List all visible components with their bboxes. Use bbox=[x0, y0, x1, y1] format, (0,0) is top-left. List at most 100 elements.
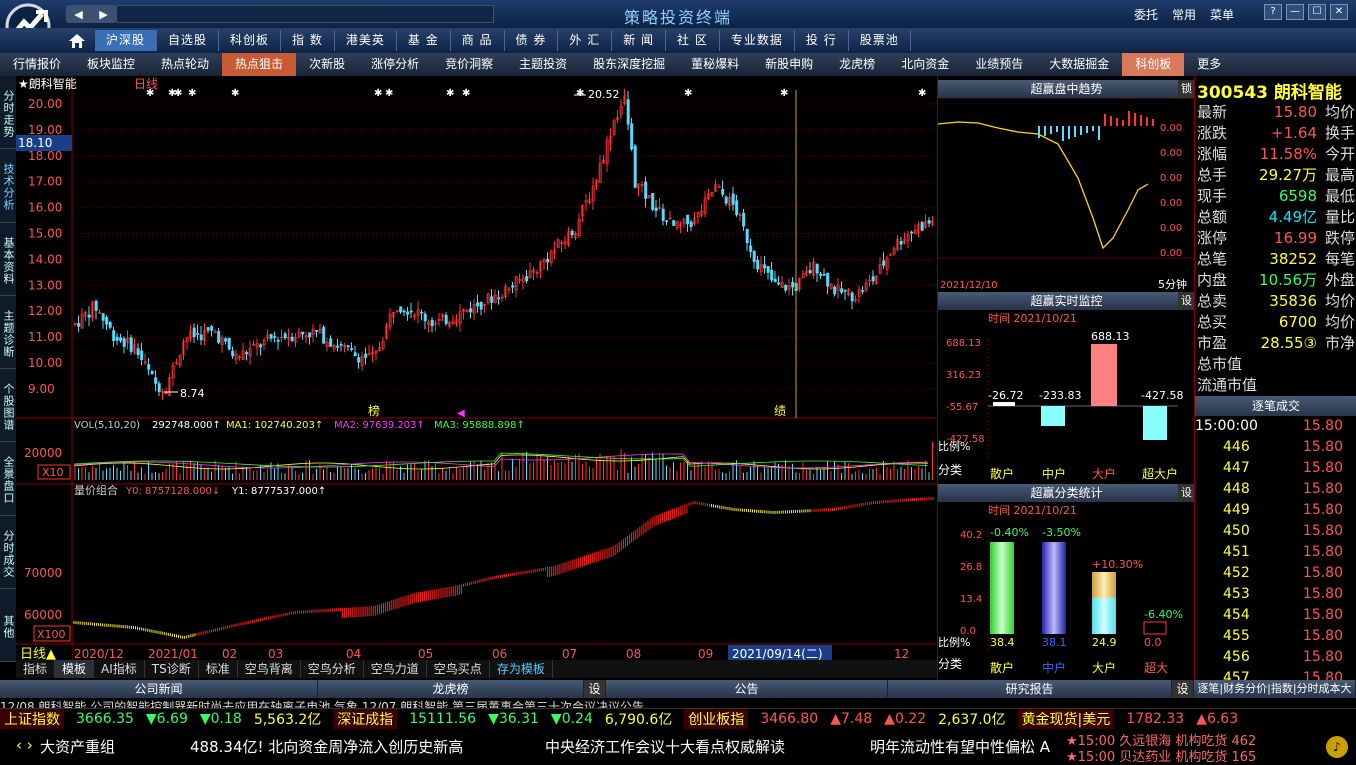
event-star-icon[interactable]: ✱ bbox=[385, 88, 393, 99]
news-tab-longhu[interactable]: 龙虎榜 bbox=[318, 680, 584, 698]
subnav-hangqing[interactable]: 行情报价 bbox=[13, 57, 62, 71]
nav-kechuang[interactable]: 科创板 bbox=[219, 30, 282, 51]
subnav-yeji[interactable]: 业绩预告 bbox=[975, 57, 1024, 71]
subnav-lundong[interactable]: 热点轮动 bbox=[161, 57, 210, 71]
news-setting-1[interactable]: 设 bbox=[584, 680, 606, 698]
btab-lidao[interactable]: 空鸟力道 bbox=[364, 660, 427, 678]
back-icon[interactable]: ◀ bbox=[74, 7, 83, 21]
period-footer[interactable]: 日线▲ bbox=[20, 647, 56, 662]
btab-biaozhun[interactable]: 标准 bbox=[199, 660, 238, 678]
tab-jiben[interactable]: 基本资料 bbox=[0, 223, 16, 296]
index-1-name[interactable]: 深证成指 bbox=[333, 709, 398, 729]
subnav-dashuju[interactable]: 大数据掘金 bbox=[1049, 57, 1110, 71]
event-star-icon[interactable]: ✱ bbox=[780, 88, 788, 99]
news-tab-announce[interactable]: 公告 bbox=[606, 680, 888, 698]
nav-shangpin[interactable]: 商 品 bbox=[451, 30, 505, 51]
forward-icon[interactable]: ▶ bbox=[99, 7, 108, 21]
nav-waihui[interactable]: 外 汇 bbox=[558, 30, 613, 51]
news-tab-research[interactable]: 研究报告 bbox=[888, 680, 1172, 698]
stats-setting-button[interactable]: 设 bbox=[1178, 484, 1195, 502]
ticker-alert-2[interactable]: ★15:00 贝达药业 机构吃货 165 bbox=[1066, 750, 1257, 765]
nav-xinwen[interactable]: 新 闻 bbox=[612, 30, 667, 51]
menu-main[interactable]: 菜单 bbox=[1209, 8, 1234, 22]
subnav-xingu[interactable]: 新股申购 bbox=[765, 57, 814, 71]
help-button[interactable]: ? bbox=[1264, 4, 1282, 20]
tab-qita[interactable]: 其他 bbox=[0, 589, 16, 662]
nav-shequ[interactable]: 社 区 bbox=[666, 30, 720, 51]
nav-zhishu[interactable]: 指 数 bbox=[281, 30, 335, 51]
subnav-kechuangban[interactable]: 科创板 bbox=[1122, 53, 1185, 76]
event-star-icon[interactable]: ✱ bbox=[684, 88, 692, 99]
ticker-text-1[interactable]: 大资产重组 bbox=[40, 738, 116, 756]
nav-zixuan[interactable]: 自选股 bbox=[157, 30, 220, 51]
index-0-name[interactable]: 上证指数 bbox=[0, 709, 64, 729]
tab-tupu[interactable]: 个股图谱 bbox=[0, 369, 16, 443]
nav-zhaiquan[interactable]: 债 券 bbox=[505, 30, 559, 51]
tab-zhenduan[interactable]: 主题诊断 bbox=[0, 296, 16, 369]
kline-chart[interactable]: 20.00 19.00 18.00 17.00 16.00 15.00 14.00 13.00… bbox=[16, 76, 937, 662]
alert-bell-icon[interactable]: ♪ bbox=[1326, 736, 1348, 758]
event-star-icon[interactable]: ✱ bbox=[374, 88, 382, 99]
nav-gangmei[interactable]: 港美英 bbox=[335, 30, 397, 51]
subnav-jingjia[interactable]: 竞价洞察 bbox=[445, 57, 494, 71]
menu-trade[interactable]: 委托 bbox=[1133, 8, 1158, 22]
ticker-text-3[interactable]: 中央经济工作会议十大看点权威解读 bbox=[545, 738, 786, 756]
event-star-icon[interactable]: ✱ bbox=[576, 88, 584, 99]
ticker-alert-1[interactable]: ★15:00 久远银海 机构吃货 462 bbox=[1066, 734, 1257, 749]
subnav-beixiang[interactable]: 北向资金 bbox=[901, 57, 950, 71]
ticker-arrows-icon[interactable]: ‹ › bbox=[16, 736, 33, 754]
btab-save-template[interactable]: 存为模板 bbox=[490, 660, 553, 678]
btab-fenxi[interactable]: 空鸟分析 bbox=[301, 660, 364, 678]
btab-beili[interactable]: 空鸟背离 bbox=[238, 660, 301, 678]
event-star-icon[interactable]: ✱ bbox=[231, 88, 239, 99]
subnav-longhu[interactable]: 龙虎榜 bbox=[839, 57, 876, 71]
tick-header[interactable]: 逐笔成交 bbox=[1195, 396, 1356, 416]
news-tab-misc[interactable]: 逐笔|财务分价|指数|分时成本大 bbox=[1194, 680, 1356, 698]
event-star-icon[interactable]: ✱ bbox=[188, 88, 196, 99]
event-star-icon[interactable]: ✱ bbox=[168, 88, 176, 99]
tab-fenshi[interactable]: 分时走势 bbox=[0, 76, 16, 150]
index-2-name[interactable]: 创业板指 bbox=[684, 709, 749, 729]
ticker-text-2[interactable]: 488.34亿! 北向资金周净流入创历史新高 bbox=[190, 738, 464, 756]
btab-ts[interactable]: TS诊断 bbox=[145, 660, 199, 678]
close-button[interactable]: ✕ bbox=[1330, 4, 1348, 20]
ticker-text-4[interactable]: 明年流动性有望中性偏松 A bbox=[870, 738, 1051, 756]
menu-common[interactable]: 常用 bbox=[1171, 8, 1196, 22]
nav-shenhu[interactable]: 沪深股 bbox=[95, 30, 158, 51]
subnav-zhangting[interactable]: 涨停分析 bbox=[371, 57, 420, 71]
tab-pankou[interactable]: 全景盘口 bbox=[0, 442, 16, 516]
trend-period[interactable]: 5分钟 bbox=[1158, 277, 1187, 291]
subnav-dongmi[interactable]: 董秘爆料 bbox=[691, 57, 740, 71]
subnav-bankuai[interactable]: 板块监控 bbox=[87, 57, 136, 71]
event-star-icon[interactable]: ✱ bbox=[446, 88, 454, 99]
minimize-button[interactable]: — bbox=[1286, 4, 1304, 20]
subnav-jujji[interactable]: 热点狙击 bbox=[222, 53, 297, 76]
btab-maidian[interactable]: 空鸟买点 bbox=[427, 660, 490, 678]
home-icon[interactable] bbox=[68, 33, 86, 49]
nav-gupiaochi[interactable]: 股票池 bbox=[849, 30, 911, 51]
event-star-icon[interactable]: ✱ bbox=[918, 88, 926, 99]
nav-zhuanye[interactable]: 专业数据 bbox=[720, 30, 795, 51]
event-star-icon[interactable]: ✱ bbox=[462, 88, 470, 99]
index-3-name[interactable]: 黄金现货|美元 bbox=[1017, 709, 1115, 729]
tab-chengjiao[interactable]: 分时成交 bbox=[0, 516, 16, 589]
subnav-cixin[interactable]: 次新股 bbox=[309, 57, 346, 71]
news-tab-company[interactable]: 公司新闻 bbox=[0, 680, 318, 698]
subnav-gudong[interactable]: 股东深度挖掘 bbox=[593, 57, 666, 71]
history-nav[interactable]: ◀ ▶ bbox=[66, 5, 116, 23]
btab-zhibiao[interactable]: 指标 bbox=[16, 660, 56, 678]
news-setting-2[interactable]: 设 bbox=[1172, 680, 1194, 698]
tab-jishu[interactable]: 技术分析 bbox=[0, 149, 16, 223]
search-box[interactable] bbox=[116, 5, 494, 23]
nav-jijin[interactable]: 基 金 bbox=[397, 30, 451, 51]
maximize-button[interactable]: ☐ bbox=[1308, 4, 1326, 20]
event-star-icon[interactable]: ✱ bbox=[174, 88, 182, 99]
subnav-zhuti[interactable]: 主题投资 bbox=[519, 57, 568, 71]
lock-button[interactable]: 锁 bbox=[1178, 80, 1195, 98]
subnav-more[interactable]: 更多 bbox=[1197, 57, 1222, 71]
btab-ai[interactable]: AI指标 bbox=[94, 660, 145, 678]
nav-touhang[interactable]: 投 行 bbox=[795, 30, 849, 51]
event-star-icon[interactable]: ✱ bbox=[146, 88, 154, 99]
monitor-setting-button[interactable]: 设 bbox=[1178, 292, 1195, 310]
btab-moban[interactable]: 模板 bbox=[55, 660, 95, 678]
